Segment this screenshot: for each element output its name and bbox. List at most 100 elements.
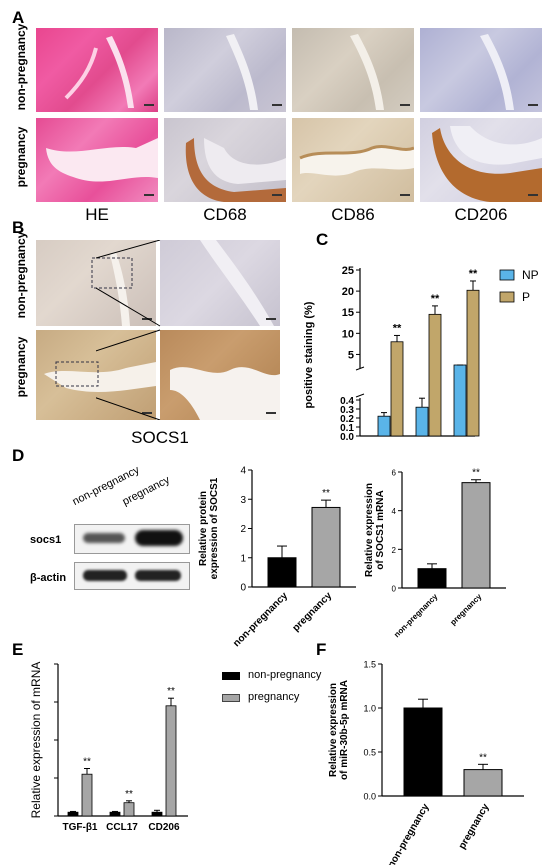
chartDm-y-tick-label: 4 — [392, 507, 397, 516]
bactin-band-pregnancy — [135, 570, 181, 581]
legend-swatch-pregnancy — [222, 694, 240, 702]
panel-b-row-label-pregnancy: pregnancy — [14, 336, 28, 398]
chartDp-bar-non-pregnancy — [267, 557, 297, 588]
column-label-he: HE — [85, 205, 109, 224]
e-bar-pregnancy-CCL17 — [123, 802, 135, 817]
c-bar-np-cd68 — [377, 415, 391, 437]
e-x-tick-label-1: CCL17 — [106, 822, 138, 833]
chartDm-y-tick-label: 6 — [392, 469, 397, 478]
chartDp-y-axis-label: expression of SOCS1 — [209, 477, 220, 579]
chartDm-y-tick-label: 0 — [392, 585, 397, 594]
chartDm-y-tick-label: 2 — [392, 546, 397, 555]
legend-label-pregnancy: pregnancy — [248, 691, 300, 703]
chartDm-y-axis-label: of SOCS1 mRNA — [375, 490, 386, 569]
chartF-y-tick-label: 0.0 — [363, 792, 376, 802]
socs1-nonpregnancy-high-image — [160, 240, 280, 326]
panel-c-chart: positive staining (%) 5101520250.00.10.20… — [303, 265, 539, 440]
cd86-pregnancy-image — [292, 118, 414, 202]
e-bar-non-pregnancy-CD206 — [151, 811, 163, 817]
panel-b-caption: SOCS1 — [131, 428, 189, 447]
column-label-cd206: CD206 — [454, 205, 508, 224]
panel-letter-c: C — [316, 230, 329, 249]
panel-d-mrna-chart: 0 2 4 6 Relative expression of SOCS1 mRNA non-… — [364, 468, 506, 639]
chartF-significance-mark: ** — [479, 752, 487, 763]
chartDp-bar-pregnancy — [311, 506, 341, 588]
western-blot: non-pregnancy pregnancy socs1 β-actin — [30, 462, 200, 598]
panel-e-chart: Relative expression of mRNA ** TGF-β1 ** CCL… — [29, 662, 188, 833]
panel-b-row-label-nonpregnancy: non-pregnancy — [14, 231, 28, 319]
chartDp-significance-mark: ** — [322, 488, 330, 499]
chartF-y-tick-label: 1.5 — [363, 660, 376, 670]
c-legend-label-p: P — [522, 290, 530, 304]
panel-f-chart: 0.0 0.5 1.0 1.5 Relative expression of miR-30… — [328, 660, 524, 865]
e-bar-non-pregnancy-CCL17 — [109, 811, 121, 817]
panel-letter-a: A — [12, 8, 25, 27]
socs1-band-pregnancy — [135, 530, 183, 546]
c-significance-mark: ** — [431, 293, 440, 305]
chartF-y-axis-label: of miR-30b-5p mRNA — [339, 680, 350, 780]
column-label-cd68: CD68 — [203, 205, 247, 224]
cd206-pregnancy-image — [420, 118, 542, 202]
c-bar-np-cd206 — [415, 406, 429, 437]
c-bar-np-socs1 — [453, 364, 467, 437]
panel-a-row-label-pregnancy: pregnancy — [14, 126, 28, 188]
c-legend-label-np: NP — [522, 268, 539, 282]
chartF-y-tick-label: 1.0 — [363, 704, 376, 714]
cd206-nonpregnancy-image — [420, 28, 542, 112]
c-axis-break-mark — [355, 366, 365, 371]
bactin-band-strip — [74, 562, 190, 590]
chartDp-y-tick-label: 1 — [240, 553, 246, 564]
chartDp-y-tick-label: 4 — [240, 466, 246, 477]
c-bar-p-cd68 — [390, 341, 404, 437]
chartDp-x-tick-label-non-pregnancy: non-pregnancy — [231, 590, 290, 649]
socs1-pregnancy-low-image — [36, 330, 156, 420]
chartDp-y-tick-label: 0 — [240, 583, 246, 594]
panel-letter-e: E — [12, 640, 24, 659]
c-y-tick-label: 0.1 — [340, 423, 354, 434]
he-pregnancy-image — [36, 118, 158, 202]
c-significance-mark: ** — [469, 268, 478, 280]
socs1-band-strip — [74, 524, 190, 554]
e-x-tick-label-2: CD206 — [148, 822, 180, 833]
chartF-y-tick-label: 0.5 — [363, 748, 376, 758]
panel-e-legend: non-pregnancy pregnancy — [222, 669, 332, 710]
c-bar-p-socs1 — [466, 289, 480, 437]
bactin-band-nonpregnancy — [83, 570, 127, 581]
e-bar-pregnancy-TGF-β1 — [81, 773, 93, 817]
chartF-bar-pregnancy — [463, 769, 503, 797]
c-axis-break-mark — [355, 393, 365, 398]
e-bar-non-pregnancy-TGF-β1 — [67, 811, 79, 817]
panel-letter-d: D — [12, 446, 25, 465]
socs1-pregnancy-high-image — [160, 330, 280, 420]
e-significance-mark: ** — [167, 686, 175, 697]
c-y-tick-label: 10 — [342, 328, 354, 340]
he-nonpregnancy-image — [36, 28, 158, 112]
chartDp-y-tick-label: 3 — [240, 495, 246, 506]
e-bar-pregnancy-CD206 — [165, 705, 177, 817]
chartDm-y-axis-label: Relative expression — [364, 483, 375, 577]
chartDp-y-axis-label: Relative protein — [198, 491, 209, 566]
c-y-tick-label: 20 — [342, 286, 354, 298]
e-y-axis-label: Relative expression of mRNA — [29, 662, 43, 819]
c-y-tick-label: 5 — [348, 349, 354, 361]
chartF-x-tick-label-non-pregnancy: non-pregnancy — [386, 802, 432, 865]
column-label-cd86: CD86 — [331, 205, 375, 224]
c-y-tick-label: 15 — [342, 307, 354, 319]
legend-swatch-nonpregnancy — [222, 672, 240, 680]
zoom-connector-lines — [96, 240, 161, 420]
panel-letter-b: B — [12, 218, 25, 237]
cd68-pregnancy-image — [164, 118, 286, 202]
c-y-axis-label: positive staining (%) — [303, 301, 315, 408]
c-y-tick-label: 0.0 — [340, 432, 354, 440]
c-y-tick-label: 25 — [342, 265, 354, 277]
chartDm-bar-pregnancy — [461, 482, 491, 589]
c-y-tick-label: 0.2 — [340, 414, 354, 425]
chartDp-y-tick-label: 2 — [240, 524, 246, 535]
chartDp-x-tick-label-pregnancy: pregnancy — [291, 590, 335, 634]
e-x-tick-label-0: TGF-β1 — [63, 822, 98, 833]
blot-band-label-socs1: socs1 — [30, 534, 62, 546]
panel-letter-f: F — [316, 640, 327, 659]
cd86-nonpregnancy-image — [292, 28, 414, 112]
c-significance-mark: ** — [393, 322, 402, 334]
chartDm-x-tick-label-pregnancy: pregnancy — [448, 592, 483, 627]
